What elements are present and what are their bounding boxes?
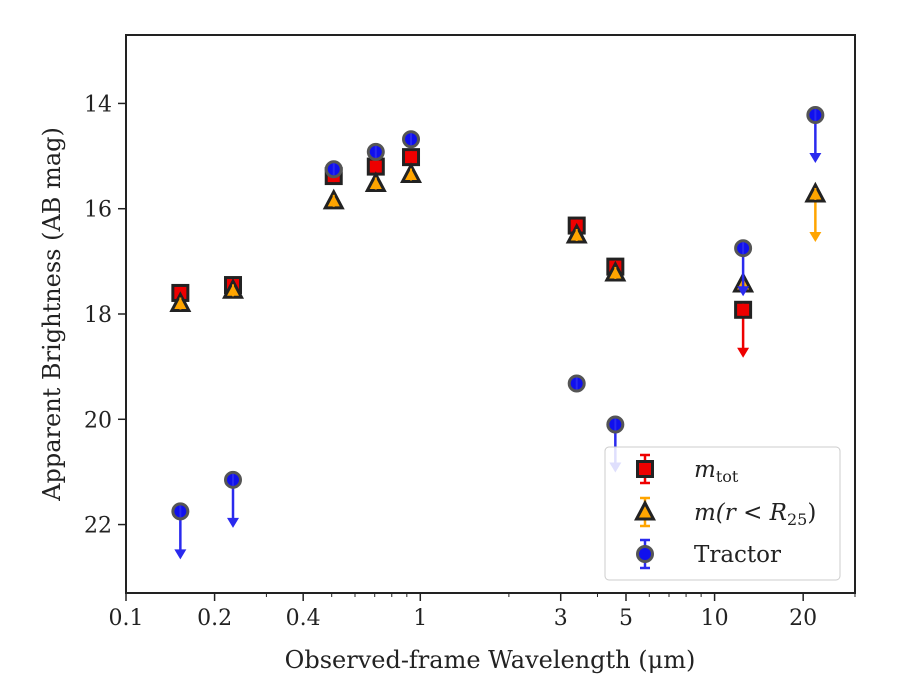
x-tick-label: 20 xyxy=(789,606,817,631)
legend-label-main: m xyxy=(694,457,716,483)
x-tick-label: 3 xyxy=(554,606,568,631)
legend-marker xyxy=(636,545,654,563)
series-mr25 xyxy=(169,162,827,312)
legend-label-main: m(r < R xyxy=(694,500,787,526)
legend-label: Tractor xyxy=(694,542,781,568)
legend-marker xyxy=(636,460,654,478)
x-tick-label: 10 xyxy=(701,606,729,631)
upper-limit-arrowhead xyxy=(809,231,822,242)
y-axis-label: Apparent Brightness (AB mag) xyxy=(38,127,66,502)
legend-box xyxy=(604,446,841,581)
upper-limit-arrowhead xyxy=(174,549,187,560)
upper-limit-arrowhead xyxy=(809,153,822,164)
legend-label-subscript: tot xyxy=(716,467,739,486)
data-marks xyxy=(169,106,827,560)
x-tick-label: 1 xyxy=(413,606,427,631)
x-tick-label: 0.4 xyxy=(286,606,321,631)
legend-entry-tractor: Tractor xyxy=(636,538,781,570)
legend-entry-mr25: m(r < R25) xyxy=(634,496,816,529)
x-tick-label: 0.2 xyxy=(197,606,232,631)
legend-entry-mtot: mtot xyxy=(636,453,739,486)
legend-label-suffix: ) xyxy=(807,500,816,526)
y-tick-label: 16 xyxy=(84,198,112,223)
x-tick-label: 5 xyxy=(619,606,633,631)
legend-label: m(r < R25) xyxy=(694,500,816,529)
x-tick-label: 0.1 xyxy=(109,606,144,631)
axis-ticks: 0.1 0.2 0.4 1 3 5 10 20 14 16 18 20 22 xyxy=(84,92,856,631)
y-tick-label: 22 xyxy=(84,514,112,539)
y-tick-label: 18 xyxy=(84,303,112,328)
legend-label-main: Tractor xyxy=(694,542,781,568)
legend-label-subscript: 25 xyxy=(787,510,807,529)
x-axis-label: Observed-frame Wavelength (μm) xyxy=(285,646,696,674)
legend-marker xyxy=(634,499,656,521)
legend-label: mtot xyxy=(694,457,739,486)
upper-limit-arrowhead xyxy=(227,517,240,528)
legend-items: mtot m(r < R25) Tractor xyxy=(634,453,816,570)
upper-limit-arrowhead xyxy=(737,347,750,358)
y-tick-label: 14 xyxy=(84,92,112,117)
y-tick-label: 20 xyxy=(84,408,112,433)
legend: mtot m(r < R25) Tractor xyxy=(604,446,841,581)
upper-limit-arrowhead xyxy=(737,286,750,297)
